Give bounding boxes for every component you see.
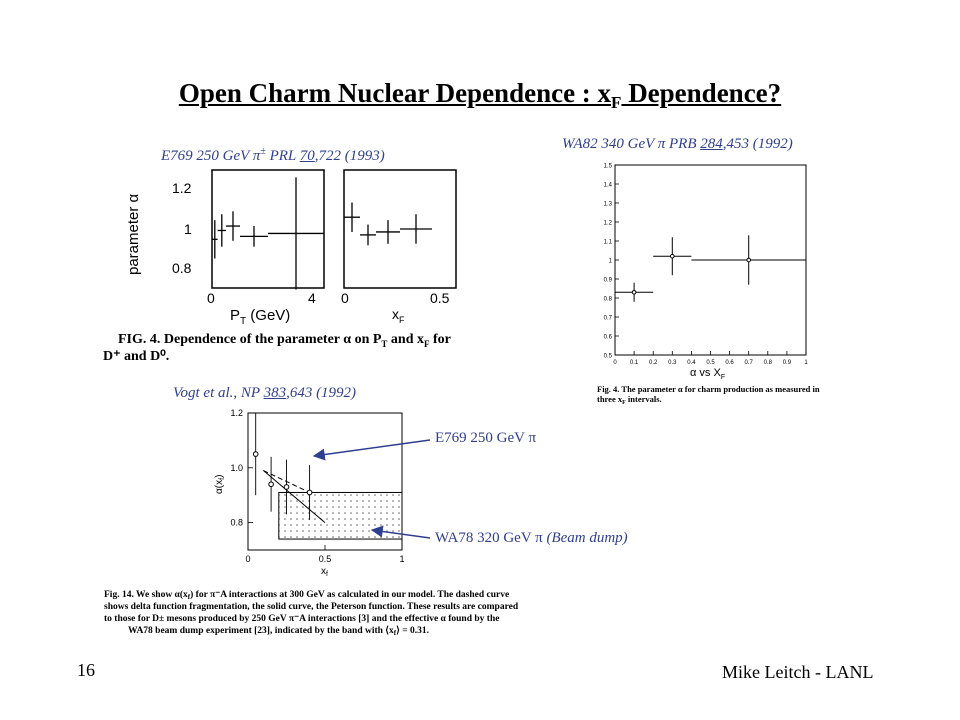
data-point-2	[376, 220, 400, 244]
vogt-ticks: 1.2 1.0 0.8 0 0.5 1	[230, 408, 404, 564]
svg-text:shows delta function fragmenta: shows delta function fragmentation, the …	[104, 602, 519, 612]
citation-e769: E769 250 GeV π± PRL 70,722 (1993)	[161, 146, 385, 164]
svg-text:FIG. 4. Dependence of the pa: FIG. 4. Dependence of the parameter α on…	[118, 332, 451, 349]
label-wa78: WA78 320 GeV π (Beam dump)	[435, 530, 628, 546]
vogt-xtick-label: 0.5	[319, 554, 332, 564]
wa82-caption: Fig. 4. The parameter α for charm produc…	[597, 384, 820, 406]
arrow-e769	[312, 439, 431, 461]
data-point-4	[268, 177, 324, 290]
wa82-ytick-label: 0.5	[604, 354, 613, 360]
e769-left-xlabel: PT (GeV)	[230, 307, 290, 327]
wa82-ticks: 1.51.41.31.21.110.90.80.70.60.50 0.1 0.2 0.…	[604, 164, 809, 367]
svg-text:D⁺ and D⁰.: D⁺ and D⁰.	[103, 349, 169, 364]
wa82-xtick-label: 0.1	[630, 360, 639, 366]
figure-e769: parameter α 1.2 1 0.8 0 4 PT (GeV) 0 0.5…	[125, 169, 457, 327]
data-point-0	[344, 202, 360, 232]
citation-wa82: WA82 340 GeV π PRB 284,453 (1992)	[562, 136, 793, 152]
data-point-3	[306, 465, 313, 520]
figure-vogt: 1.2 1.0 0.8 0 0.5 1 α(xf) xf	[214, 408, 405, 578]
wa82-ytick-label: 0.8	[604, 297, 613, 303]
data-point-1	[268, 456, 274, 512]
data-point-2	[283, 459, 290, 515]
vogt-caption: Fig. 14. We show α(xf) for π⁻A interacti…	[104, 589, 519, 637]
e769-right-xlabel: xF	[392, 306, 405, 325]
wa82-ytick-label: 1.3	[604, 202, 613, 208]
wa82-xtick-label: 0.4	[687, 360, 696, 366]
vogt-ytick-label: 1.0	[230, 463, 243, 473]
svg-text:to those for D± mesons produce: to those for D± mesons produced by 250 G…	[104, 614, 499, 624]
data-point-1	[360, 224, 376, 246]
e769-right-frame	[343, 169, 457, 289]
wa82-xtick-label: 0	[613, 360, 617, 366]
data-point-3	[240, 226, 268, 247]
wa82-ytick-label: 0.9	[604, 278, 613, 284]
author-credit: Mike Leitch - LANL	[722, 662, 874, 682]
wa82-xtick-label: 0.8	[764, 360, 773, 366]
data-point-0	[212, 220, 218, 259]
marker	[283, 484, 290, 490]
vogt-xlabel: xf	[321, 566, 328, 578]
solid-curve	[263, 470, 326, 523]
label-e769: E769 250 GeV π	[435, 430, 537, 446]
slide-title: Open Charm Nuclear Dependence : xF Depen…	[178, 78, 782, 112]
vogt-points	[252, 413, 313, 520]
wa82-xlabel: α vs XF	[690, 367, 725, 381]
vogt-ytick-label: 0.8	[230, 518, 243, 528]
e769-ylabel: parameter α	[125, 193, 142, 275]
marker	[268, 481, 274, 488]
marker	[670, 253, 675, 259]
e769-left-xtick-0: 0	[207, 290, 215, 306]
vogt-ytick-label: 1.2	[230, 408, 243, 418]
e769-ytick-2: 1	[184, 221, 192, 237]
wa82-xtick-label: 1	[804, 360, 808, 366]
wa82-xtick-label: 0.6	[725, 360, 734, 366]
wa82-ytick-label: 1	[609, 259, 613, 265]
e769-left-points	[212, 177, 324, 290]
marker	[306, 489, 313, 496]
vogt-xtick-label: 1	[399, 554, 404, 564]
svg-text:three xF intervals.: three xF intervals.	[597, 394, 662, 406]
data-point-1	[217, 214, 226, 247]
e769-right-xtick-05: 0.5	[430, 290, 450, 306]
svg-text:Fig. 14. We show α(xf) for π⁻A: Fig. 14. We show α(xf) for π⁻A interacti…	[104, 589, 509, 601]
data-point-3	[400, 214, 432, 244]
wa82-xtick-label: 0.5	[706, 360, 715, 366]
data-point-0	[252, 413, 259, 496]
e769-caption: FIG. 4. Dependence of the parameter α on…	[103, 332, 451, 364]
data-point-1	[653, 237, 692, 276]
wa82-xtick-label: 0.3	[668, 360, 677, 366]
wa82-ytick-label: 1.4	[604, 183, 613, 189]
wa82-ytick-label: 1.5	[604, 164, 613, 170]
arrow-wa78	[370, 525, 431, 539]
data-point-2	[691, 235, 806, 285]
e769-left-frame	[211, 169, 325, 289]
page-number: 16	[77, 660, 95, 680]
wa82-xtick-label: 0.9	[783, 360, 792, 366]
wa82-ytick-label: 0.7	[604, 316, 613, 322]
wa82-ytick-label: 1.2	[604, 221, 613, 227]
vogt-ylabel: α(xf)	[214, 475, 226, 494]
vogt-xtick-label: 0	[245, 554, 250, 564]
e769-right-points	[344, 202, 432, 246]
e769-right-xtick-0: 0	[341, 290, 349, 306]
citation-vogt: Vogt et al., NP 383,643 (1992)	[173, 385, 357, 401]
figure-wa82: 1.51.41.31.21.110.90.80.70.60.50 0.1 0.2 0.…	[604, 164, 809, 382]
svg-text:Fig. 4. The parameter α for ch: Fig. 4. The parameter α for charm produc…	[597, 384, 820, 394]
wa82-xtick-label: 0.7	[745, 360, 754, 366]
e769-ytick-1: 1.2	[172, 180, 192, 196]
e769-left-xtick-4: 4	[308, 290, 316, 306]
wa82-points	[615, 235, 806, 302]
data-point-2	[226, 211, 240, 241]
data-point-0	[615, 282, 654, 302]
wa82-ytick-label: 1.1	[604, 240, 613, 246]
wa82-ytick-label: 0.6	[604, 335, 613, 341]
marker	[631, 290, 637, 295]
marker	[746, 257, 752, 263]
wa82-xtick-label: 0.2	[649, 360, 658, 366]
svg-text:WA78 beam dump experiment [23]: WA78 beam dump experiment [23], indicate…	[128, 625, 429, 637]
marker	[252, 451, 259, 457]
e769-ytick-3: 0.8	[172, 260, 192, 276]
